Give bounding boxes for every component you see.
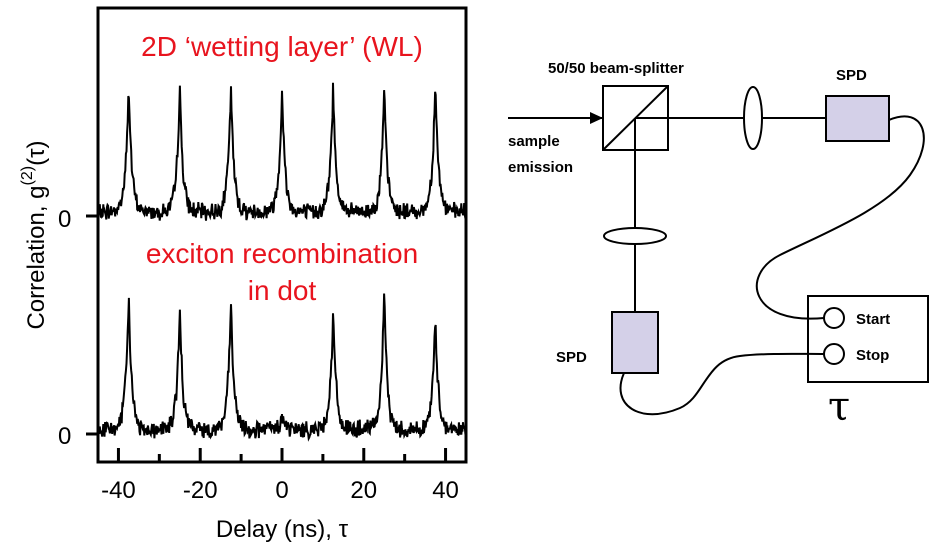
x-tick-label: 20 — [350, 477, 377, 504]
input-arrow-icon — [590, 112, 603, 124]
y-axis-label: Correlation, g(2)(τ) — [19, 140, 50, 329]
series-label-dot-line1: exciton recombination — [146, 238, 418, 269]
x-tick-label: -40 — [101, 477, 136, 504]
correlation-plot: -40 -20 0 20 40 0 0 2D ‘wetting layer’ (WL) … — [19, 6, 468, 543]
trace-series-2 — [97, 293, 467, 442]
series-label-dot-line2: in dot — [248, 275, 317, 306]
trace-group — [86, 82, 467, 442]
input-label-line1: sample — [508, 133, 560, 150]
cable-bottom-to-stop — [619, 352, 825, 416]
lens-top — [743, 86, 763, 150]
y-axis-label-suffix: (τ) — [23, 140, 50, 165]
x-tick-label: 0 — [275, 477, 288, 504]
zero-label-top: 0 — [58, 206, 71, 233]
start-label: Start — [856, 311, 890, 328]
y-axis-label-sup: (2) — [19, 166, 36, 186]
timer-tau-symbol: τ — [828, 384, 850, 430]
trace-series-1 — [97, 82, 467, 221]
start-port-icon — [823, 307, 845, 329]
stop-label: Stop — [856, 347, 889, 364]
plot-frame — [96, 6, 468, 464]
x-tick-group: -40 -20 0 20 40 — [101, 448, 459, 504]
cable-top-to-start — [755, 115, 925, 320]
input-label-line2: emission — [508, 159, 573, 176]
lens-bottom — [603, 227, 667, 245]
diagram-labels: 50/50 beam-splitter sample emission SPD … — [508, 60, 890, 430]
x-tick-label: -20 — [183, 477, 218, 504]
beam-splitter-label: 50/50 beam-splitter — [548, 60, 684, 77]
x-tick-label: 40 — [432, 477, 459, 504]
timer-box — [807, 295, 929, 383]
x-axis-label: Delay (ns), τ — [216, 516, 349, 543]
zero-label-bottom: 0 — [58, 423, 71, 450]
hbt-setup-diagram — [508, 85, 929, 416]
stop-port-icon — [823, 343, 845, 365]
spd-bottom-label: SPD — [556, 349, 587, 366]
spd-bottom-detector — [611, 311, 659, 374]
series-label-wetting-layer: 2D ‘wetting layer’ (WL) — [141, 31, 423, 62]
y-axis-label-prefix: Correlation, g — [23, 185, 50, 329]
spd-top-label: SPD — [836, 67, 867, 84]
spd-top-detector — [825, 95, 890, 142]
